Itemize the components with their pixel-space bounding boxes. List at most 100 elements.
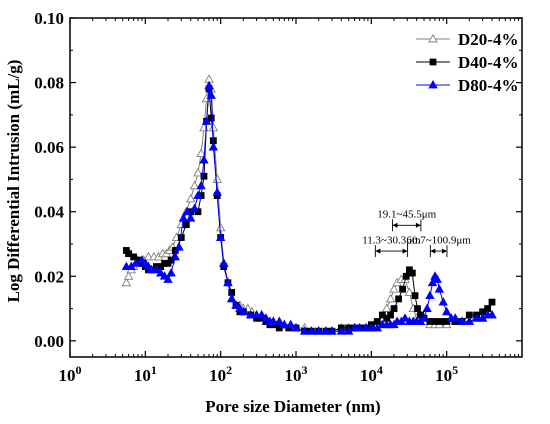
data-point xyxy=(381,303,392,313)
data-point xyxy=(196,148,206,158)
data-point xyxy=(274,316,284,325)
data-point xyxy=(208,142,219,151)
legend-label: D40-4% xyxy=(458,53,518,72)
data-point xyxy=(212,174,222,183)
range-label: 19.1~45.5μm xyxy=(377,209,436,221)
series-1 xyxy=(121,74,497,335)
plot-marks: 11.3~30.3μm 19.1~45.5μm 60.7~100.9μm xyxy=(121,74,497,335)
data-point xyxy=(464,316,475,325)
data-point xyxy=(182,221,190,229)
axes: 100 101 102 103 104 105 0.00 0.02 0.04 0.06 0.08 0.… xyxy=(34,9,523,385)
data-point xyxy=(419,313,429,322)
data-point xyxy=(200,172,208,180)
series-2 xyxy=(122,85,496,335)
data-point xyxy=(231,300,241,309)
data-point xyxy=(385,293,396,303)
data-point xyxy=(226,293,237,303)
data-point xyxy=(212,187,222,196)
arrow-head xyxy=(430,248,436,254)
data-point xyxy=(414,305,421,312)
data-point xyxy=(432,274,442,283)
data-point xyxy=(411,292,419,300)
y-tick-label: 0.04 xyxy=(34,203,64,222)
y-tick-label: 0.02 xyxy=(34,267,64,286)
data-point xyxy=(389,284,399,293)
data-point xyxy=(402,272,410,280)
data-point xyxy=(299,326,310,335)
data-point xyxy=(387,311,394,319)
range-annotation: 60.7~100.9μm xyxy=(406,234,471,258)
x-tick-label: 103 xyxy=(285,363,308,385)
data-point xyxy=(438,297,448,306)
legend-entry-2: D40-4% xyxy=(416,53,518,72)
series-line xyxy=(125,88,493,332)
series-line xyxy=(125,79,492,332)
x-tick-label: 104 xyxy=(360,363,383,385)
data-point xyxy=(215,222,226,232)
arrow-head xyxy=(402,248,408,254)
data-point xyxy=(201,116,212,125)
legend-marker xyxy=(429,58,437,66)
legend-entry-1: D20-4% xyxy=(416,30,518,49)
legend-marker xyxy=(428,33,438,43)
data-point xyxy=(182,206,192,216)
y-tick-label: 0.00 xyxy=(34,332,64,351)
data-point xyxy=(208,122,219,132)
data-point xyxy=(193,167,203,177)
data-point xyxy=(488,298,496,306)
arrow-head xyxy=(375,248,381,254)
legend-marker xyxy=(428,79,438,89)
data-point xyxy=(390,305,398,312)
range-annotation: 19.1~45.5μm xyxy=(377,209,437,232)
data-point xyxy=(400,313,410,322)
series-line xyxy=(126,85,492,332)
data-point xyxy=(457,316,467,325)
data-point xyxy=(425,290,435,300)
data-point xyxy=(178,213,189,222)
data-point xyxy=(313,326,324,335)
data-point xyxy=(123,271,134,280)
data-point xyxy=(163,274,173,283)
data-point xyxy=(170,251,180,261)
data-point xyxy=(399,285,406,293)
data-point xyxy=(286,319,296,329)
data-point xyxy=(174,242,184,251)
range-label: 11.3~30.3μm xyxy=(362,234,421,246)
data-point xyxy=(268,316,279,325)
plot-frame xyxy=(69,17,523,358)
data-point xyxy=(223,277,233,287)
data-point xyxy=(450,313,460,322)
x-axis-title: Pore size Diameter (nm) xyxy=(205,397,380,416)
series-3 xyxy=(121,80,497,335)
data-point xyxy=(189,203,200,212)
data-point xyxy=(291,322,301,332)
x-tick-label: 101 xyxy=(134,363,157,385)
x-tick-label: 100 xyxy=(59,363,82,385)
data-point xyxy=(366,322,377,332)
data-point xyxy=(327,326,337,335)
data-point xyxy=(431,318,439,325)
arrow-head xyxy=(415,222,421,228)
data-point xyxy=(185,193,196,203)
data-point xyxy=(166,268,176,277)
data-point xyxy=(471,313,482,322)
data-point xyxy=(189,180,200,190)
data-point xyxy=(121,277,132,287)
data-point xyxy=(215,232,226,241)
range-label: 60.7~100.9μm xyxy=(406,234,471,246)
data-point xyxy=(395,295,402,303)
y-tick-label: 0.06 xyxy=(34,138,64,157)
data-point xyxy=(321,326,331,335)
data-point xyxy=(441,306,452,316)
data-point xyxy=(487,310,497,319)
data-point xyxy=(207,114,215,122)
data-point xyxy=(404,287,415,296)
data-point xyxy=(245,310,256,319)
arrow-head xyxy=(441,248,447,254)
data-point xyxy=(186,213,196,222)
y-tick-label: 0.10 xyxy=(34,9,64,28)
data-point xyxy=(196,180,206,190)
data-point xyxy=(193,190,203,199)
legend-label: D20-4% xyxy=(458,30,518,49)
